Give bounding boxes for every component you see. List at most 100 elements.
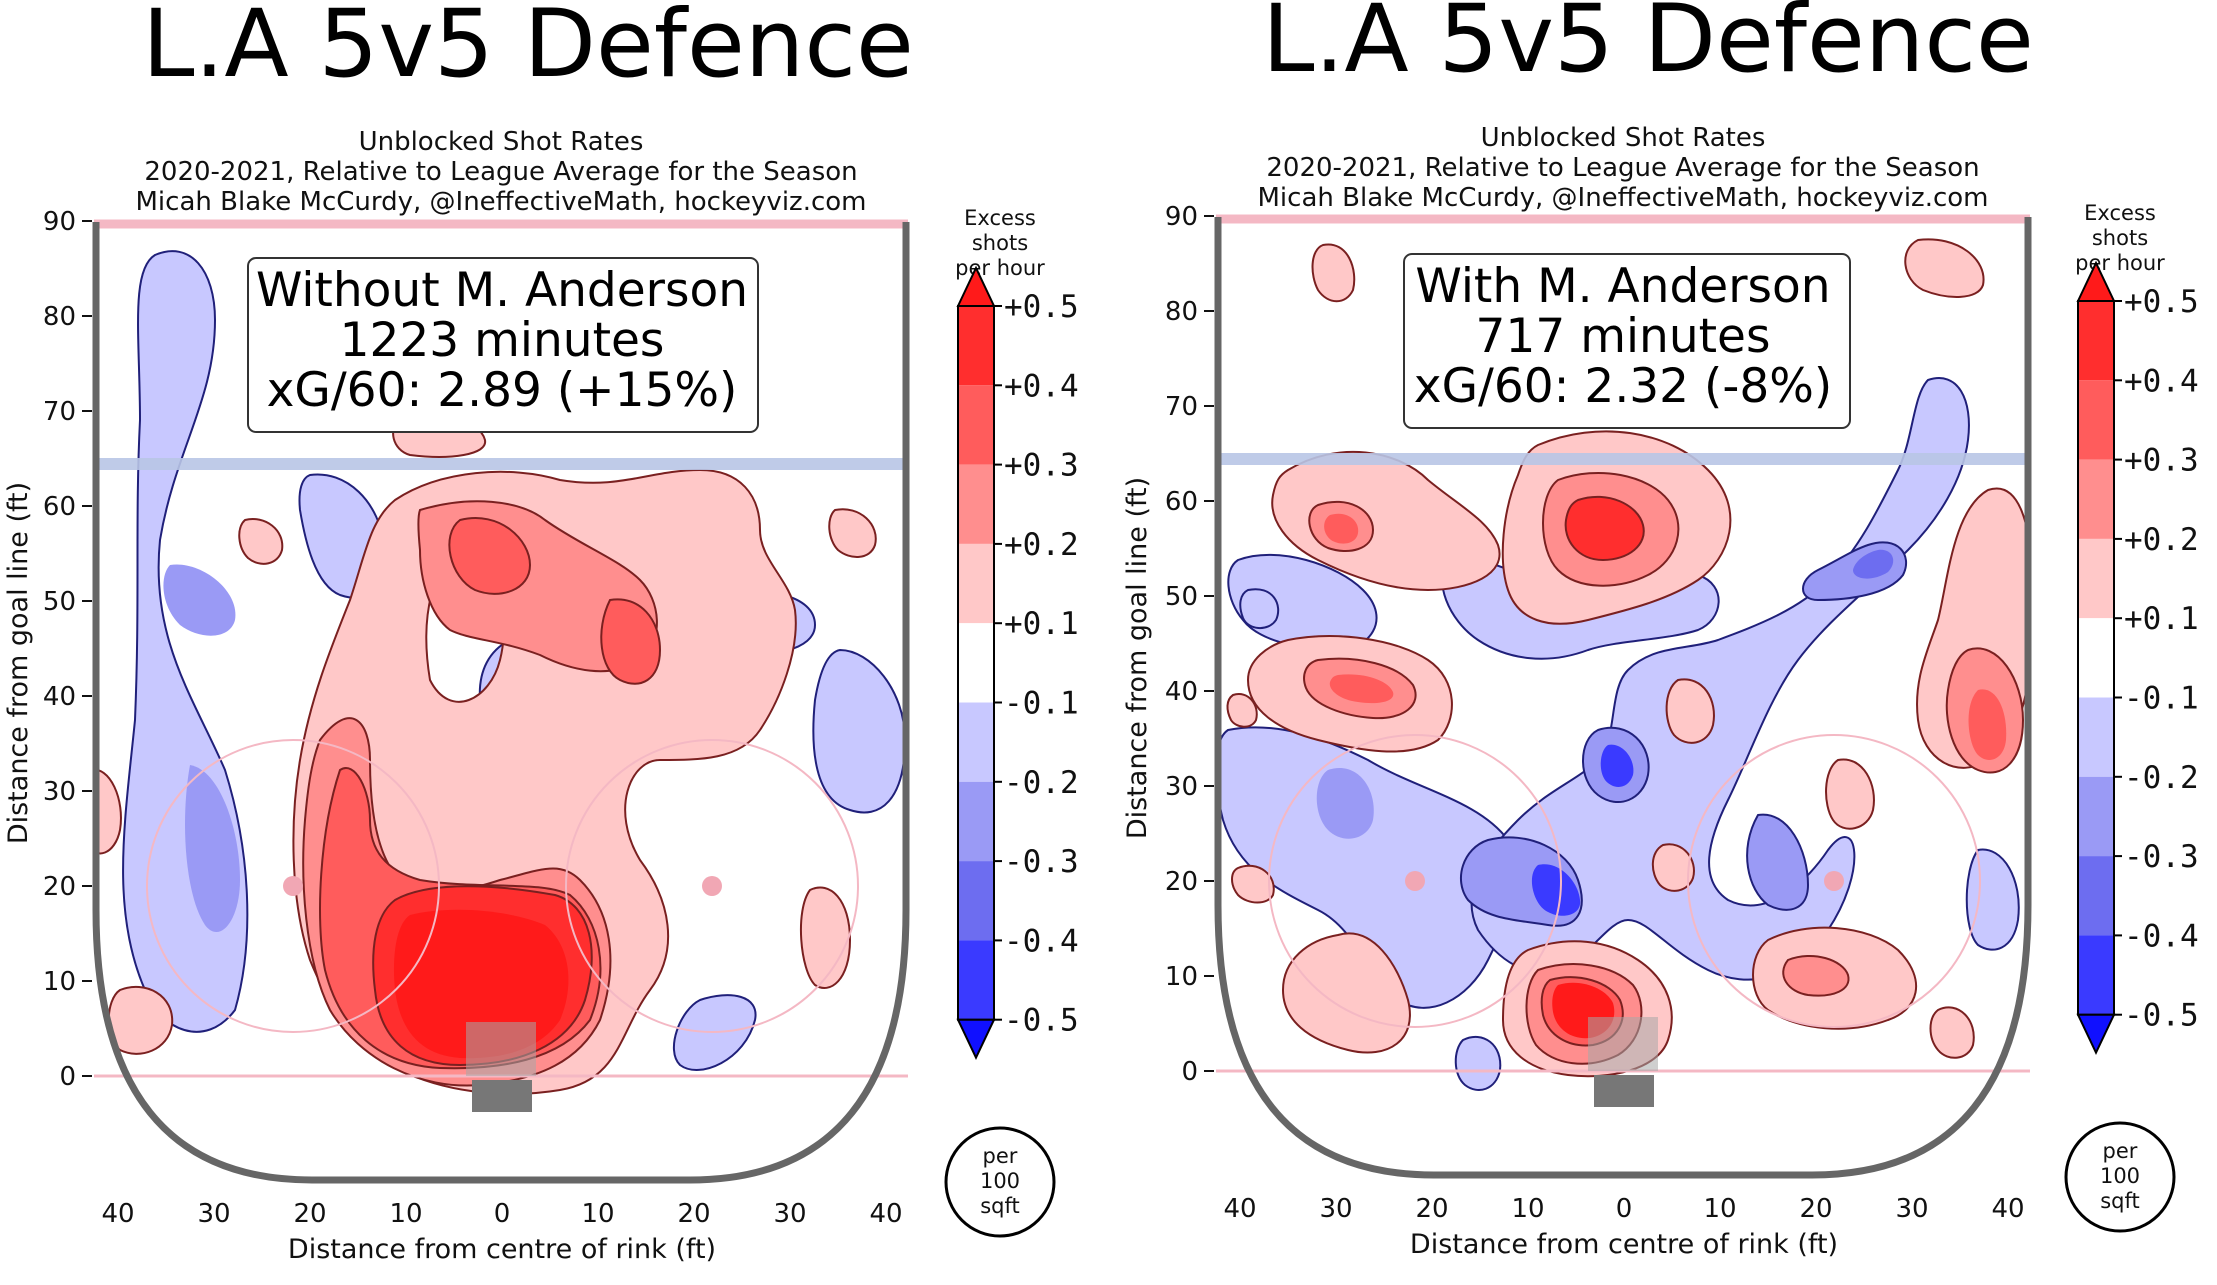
y-tick-label: 60 [43,492,76,522]
annotation-line-3: xG/60: 2.89 (+15%) [267,363,738,418]
contour-neg-02 [163,564,236,636]
x-tick-label: 10 [389,1199,422,1229]
faceoff-circle-right [1687,734,1981,1028]
colorbar-band [2078,697,2114,777]
x-ticks: 40 30 20 10 0 10 20 30 40 [1223,1194,2024,1224]
x-tick-label: 30 [197,1199,230,1229]
y-ticks: 0 10 20 30 40 50 60 70 80 90 [43,207,92,1092]
x-axis-label: Distance from centre of rink (ft) [1410,1229,1838,1260]
x-tick-label: 10 [1511,1194,1544,1224]
colorbar-band [958,861,994,941]
contour-pos-03 [600,598,662,685]
faceoff-dot-left [1405,871,1425,891]
subtitle-line-1: Unblocked Shot Rates [1481,123,1766,153]
x-tick-label: 40 [1223,1194,1256,1224]
x-tick-label: 0 [1616,1194,1633,1224]
y-tick-label: 60 [1165,487,1198,517]
faceoff-dot-right [1824,871,1844,891]
chart-title: L.A 5v5 Defence [1262,0,2034,94]
y-axis-label: Distance from goal line (ft) [3,482,34,844]
unit-line-1: per [983,1144,1018,1168]
colorbar-title-1: Excess [964,206,1036,230]
heatmap-contours [94,250,907,1095]
colorbar-tick-label: +0.5 [1004,289,1079,325]
contour-pos-01 [1271,450,1501,592]
unit-line-3: sqft [2100,1189,2140,1213]
annotation-line-1: Without M. Anderson [256,263,748,318]
unit-circle [944,1126,1056,1238]
y-ticks: 0 10 20 30 40 50 60 70 80 90 [1165,202,1214,1087]
colorbar-title-3: per hour [2075,251,2165,275]
contour-pos-04 [1564,495,1645,562]
contour-pos-01 [1651,843,1695,892]
x-tick-label: 10 [1703,1194,1736,1224]
goal-net [472,1080,532,1112]
colorbar-tick-label: -0.2 [1004,765,1079,801]
contour-neg-01 [812,648,907,814]
y-tick-label: 70 [43,397,76,427]
colorbar-band [2078,618,2114,698]
unit-line-1: per [2103,1139,2138,1163]
colorbar-tick-label: +0.4 [2124,363,2199,399]
annotation-line-3: xG/60: 2.32 (-8%) [1414,359,1832,414]
y-tick-label: 20 [1165,867,1198,897]
contour-neg-01 [1454,1035,1502,1091]
contour-pos-01 [107,985,174,1055]
contour-neg-01 [1239,588,1280,629]
colorbar-band [958,623,994,703]
chart-title: L.A 5v5 Defence [142,0,914,99]
contour-pos-01 [1904,238,1985,298]
subtitle-line-2: 2020-2021, Relative to League Average fo… [144,157,857,187]
heatmap-contours [1216,238,2030,1091]
x-tick-label: 10 [581,1199,614,1229]
chart-svg-without: L.A 5v5 Defence Unblocked Shot Rates 202… [3,0,1079,1265]
contour-pos-01 [238,518,284,565]
x-ticks: 40 30 20 10 0 10 20 30 40 [101,1199,902,1229]
goal-crease [1588,1017,1658,1071]
colorbar-tick-label: +0.5 [2124,284,2199,320]
colorbar-band [958,385,994,465]
x-tick-label: 20 [1415,1194,1448,1224]
x-tick-label: 20 [293,1199,326,1229]
colorbar-title-1: Excess [2084,201,2156,225]
x-tick-label: 40 [869,1199,902,1229]
contour-pos-01 [828,508,877,558]
contour-pos-03 [1329,674,1394,704]
x-tick-label: 30 [1895,1194,1928,1224]
contour-pos-03 [1968,689,2007,760]
x-tick-label: 40 [1991,1194,2024,1224]
contour-pos-01 [1665,678,1715,744]
faceoff-circle-left [1268,734,1562,1028]
contour-pos-03 [448,517,532,595]
colorbar-band [958,940,994,1020]
y-tick-label: 10 [43,967,76,997]
contour-pos-01 [1825,758,1875,830]
colorbar-band [2078,459,2114,539]
colorbar: +0.5 +0.4 +0.3 +0.2 +0.1 -0.1 -0.2 -0.3 -0.4 -0.5 [2076,260,2199,1056]
contour-neg-02 [185,765,240,933]
annotation-line-2: 1223 minutes [340,313,665,368]
goal-crease [466,1022,536,1076]
faceoff-circle-left [146,739,440,1033]
unit-line-3: sqft [980,1194,1020,1218]
x-tick-label: 20 [677,1199,710,1229]
unit-line-2: 100 [2100,1164,2140,1188]
annotation-box [247,257,759,433]
annotation-box [1403,253,1851,429]
colorbar-band [958,306,994,386]
colorbar-band [958,781,994,862]
colorbar-band [2078,538,2114,619]
colorbar-title-2: shots [972,231,1028,255]
colorbar-band [2078,935,2114,1015]
colorbar-tick-label: -0.4 [1004,923,1079,959]
contour-neg-01 [1965,848,2020,951]
chart-svg-with: L.A 5v5 Defence Unblocked Shot Rates 20 2… [1122,0,2199,1260]
contour-neg-02 [1316,768,1374,839]
goal-net [1594,1075,1654,1107]
colorbar-tick-label: +0.2 [2124,522,2199,558]
contour-pos-01 [1929,1006,1975,1059]
y-tick-label: 40 [1165,677,1198,707]
colorbar-band [2078,776,2114,857]
colorbar-tick-label: -0.5 [1004,1003,1079,1039]
contour-pos-01 [1226,693,1258,728]
